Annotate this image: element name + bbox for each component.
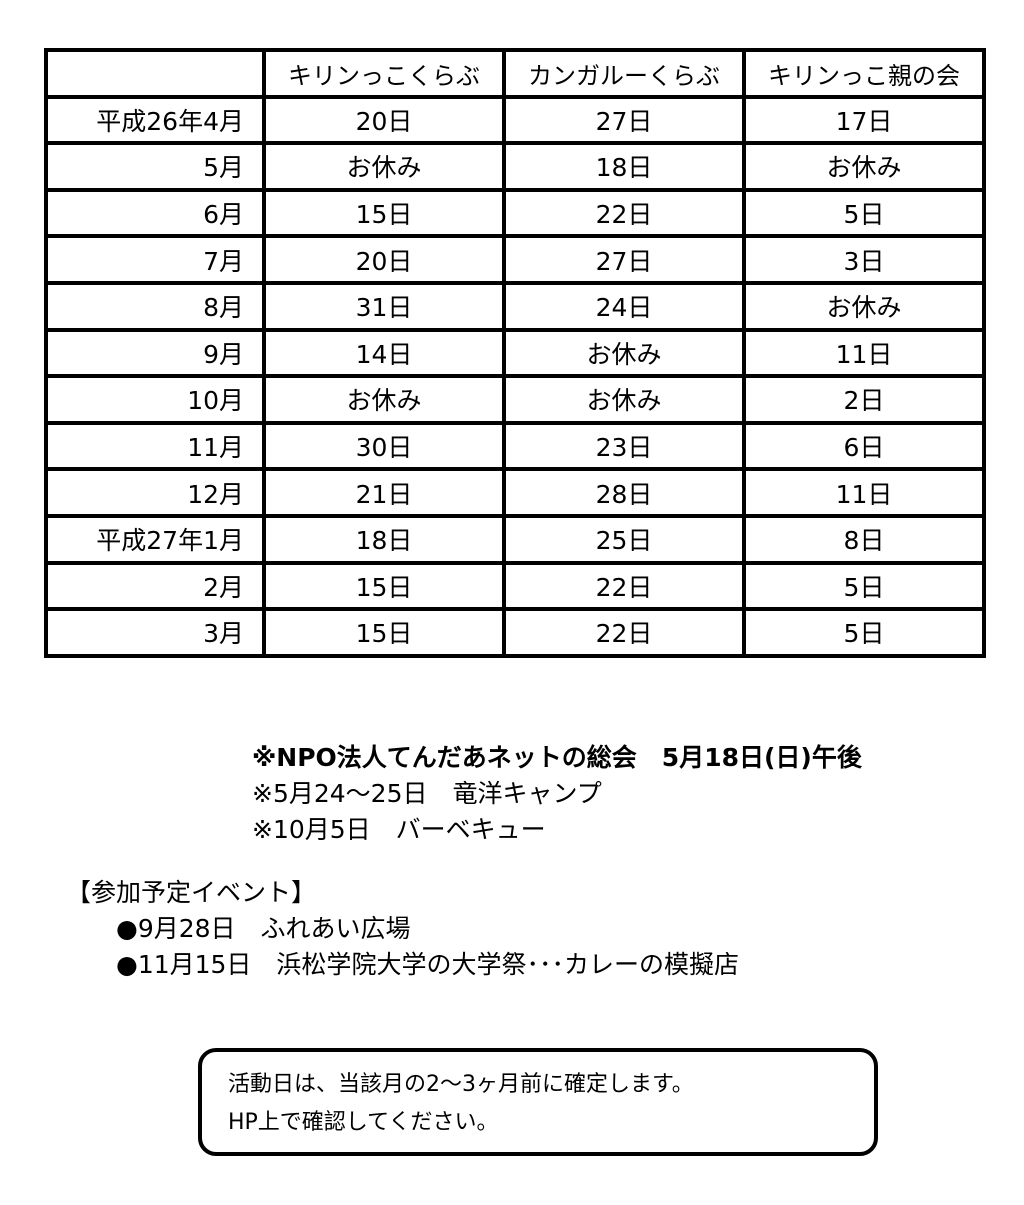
table-cell: 5日 <box>742 607 986 658</box>
table-cell: お休み <box>742 280 986 332</box>
table-row: 5月 お休み 18日 お休み <box>44 141 986 192</box>
month-cell: 10月 <box>44 374 266 425</box>
table-cell: お休み <box>502 327 746 379</box>
table-row: 6月 15日 22日 5日 <box>44 187 986 239</box>
table-cell: キリンっこ親の会 <box>742 48 986 99</box>
month-cell: 11月 <box>44 420 266 472</box>
event-item: ●9月28日 ふれあい広場 <box>116 914 411 943</box>
table-cell: 6日 <box>742 420 986 472</box>
table-row: 3月 15日 22日 5日 <box>44 607 986 658</box>
table-cell: 20日 <box>262 234 506 285</box>
table-cell: 24日 <box>502 280 746 332</box>
notice-box: 活動日は、当該月の2～3ヶ月前に確定します。 HP上で確認してください。 <box>198 1048 878 1156</box>
table-cell: 31日 <box>262 280 506 332</box>
month-cell <box>44 48 266 99</box>
table-cell: 11日 <box>742 327 986 379</box>
table-row: 9月 14日 お休み 11日 <box>44 327 986 379</box>
month-cell: 7月 <box>44 234 266 285</box>
table-row: 12月 21日 28日 11日 <box>44 467 986 518</box>
table-cell: 18日 <box>262 513 506 565</box>
table-header-row: キリンっこくらぶ カンガルーくらぶ キリンっこ親の会 <box>44 48 986 99</box>
note-bbq: ※10月5日 バーベキュー <box>252 815 546 844</box>
table-cell: 17日 <box>742 94 986 146</box>
table-row: 平成27年1月 18日 25日 8日 <box>44 513 986 565</box>
month-cell: 平成27年1月 <box>44 513 266 565</box>
table-cell: 14日 <box>262 327 506 379</box>
table-cell: 23日 <box>502 420 746 472</box>
month-cell: 6月 <box>44 187 266 239</box>
table-cell: 5日 <box>742 560 986 612</box>
schedule-table: キリンっこくらぶ カンガルーくらぶ キリンっこ親の会 平成26年4月 20日 27日 17日… <box>44 48 986 658</box>
table-cell: 28日 <box>502 467 746 518</box>
table-cell: お休み <box>262 141 506 192</box>
table-cell: 15日 <box>262 560 506 612</box>
month-cell: 2月 <box>44 560 266 612</box>
table-cell: 22日 <box>502 560 746 612</box>
table-cell: 27日 <box>502 94 746 146</box>
table-cell: 3日 <box>742 234 986 285</box>
table-cell: 22日 <box>502 607 746 658</box>
table-cell: キリンっこくらぶ <box>262 48 506 99</box>
notice-line: HP上で確認してください。 <box>228 1110 499 1135</box>
events-title: 【参加予定イベント】 <box>66 878 317 907</box>
event-item: ●11月15日 浜松学院大学の大学祭･･･カレーの模擬店 <box>116 950 739 979</box>
table-cell: カンガルーくらぶ <box>502 48 746 99</box>
month-cell: 5月 <box>44 141 266 192</box>
table-cell: 22日 <box>502 187 746 239</box>
table-cell: 30日 <box>262 420 506 472</box>
table-row: 7月 20日 27日 3日 <box>44 234 986 285</box>
table-row: 8月 31日 24日 お休み <box>44 280 986 332</box>
month-cell: 平成26年4月 <box>44 94 266 146</box>
table-cell: 8日 <box>742 513 986 565</box>
note-general-meeting: ※NPO法人てんだあネットの総会 5月18日(日)午後 <box>252 743 862 772</box>
notes: ※NPO法人てんだあネットの総会 5月18日(日)午後 ※5月24～25日 竜洋… <box>252 740 862 848</box>
events-section: 【参加予定イベント】 ●9月28日 ふれあい広場 ●11月15日 浜松学院大学の… <box>66 875 739 983</box>
table-cell: お休み <box>742 141 986 192</box>
month-cell: 9月 <box>44 327 266 379</box>
table-cell: 15日 <box>262 187 506 239</box>
month-cell: 8月 <box>44 280 266 332</box>
table-cell: 27日 <box>502 234 746 285</box>
table-row: 10月 お休み お休み 2日 <box>44 374 986 425</box>
month-cell: 12月 <box>44 467 266 518</box>
table-cell: 5日 <box>742 187 986 239</box>
table-cell: 2日 <box>742 374 986 425</box>
table-cell: 11日 <box>742 467 986 518</box>
table-cell: お休み <box>262 374 506 425</box>
table-row: 平成26年4月 20日 27日 17日 <box>44 94 986 146</box>
table-cell: お休み <box>502 374 746 425</box>
note-camp: ※5月24～25日 竜洋キャンプ <box>252 779 602 808</box>
table-cell: 21日 <box>262 467 506 518</box>
table-cell: 25日 <box>502 513 746 565</box>
table-cell: 18日 <box>502 141 746 192</box>
table-row: 11月 30日 23日 6日 <box>44 420 986 472</box>
month-cell: 3月 <box>44 607 266 658</box>
table-cell: 20日 <box>262 94 506 146</box>
table-cell: 15日 <box>262 607 506 658</box>
notice-line: 活動日は、当該月の2～3ヶ月前に確定します。 <box>228 1072 694 1097</box>
table-row: 2月 15日 22日 5日 <box>44 560 986 612</box>
